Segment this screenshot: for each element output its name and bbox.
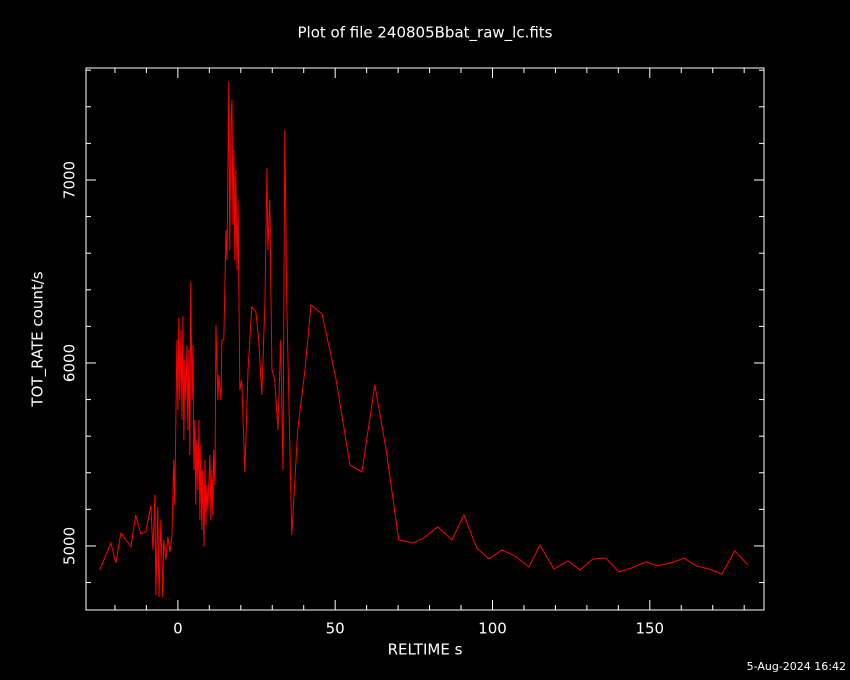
x-tick-label: 50 (326, 620, 345, 638)
y-tick-label: 5000 (61, 527, 79, 565)
plot-frame (85, 67, 765, 611)
footer-timestamp: 5-Aug-2024 16:42 (747, 660, 846, 673)
x-axis-label: RELTIME s (388, 641, 463, 659)
x-tick-label: 100 (478, 620, 507, 638)
x-tick-label: 150 (635, 620, 664, 638)
y-axis-label: TOT_RATE count/s (29, 271, 48, 407)
y-tick-label: 6000 (61, 344, 79, 382)
data-line (99, 81, 749, 598)
y-tick-label: 7000 (61, 161, 79, 199)
x-tick-label: 0 (173, 620, 183, 638)
chart-title: Plot of file 240805Bbat_raw_lc.fits (298, 24, 553, 43)
